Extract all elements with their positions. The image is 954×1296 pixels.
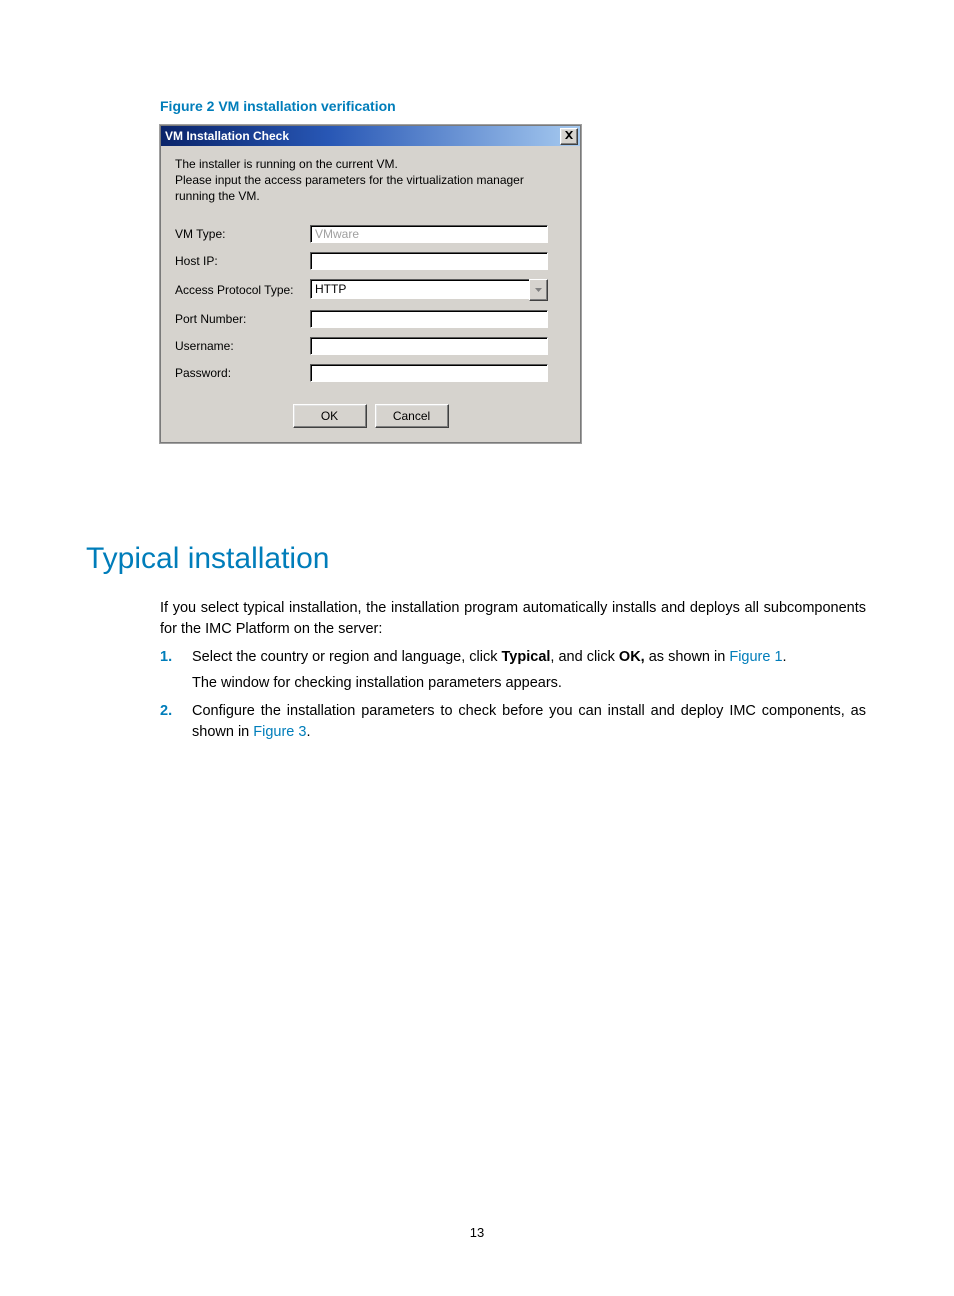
intro-line-1: The installer is running on the current …	[175, 156, 566, 172]
row-username: Username:	[175, 337, 566, 355]
label-host-ip: Host IP:	[175, 254, 310, 268]
dialog-button-row: OK Cancel	[175, 404, 566, 428]
label-password: Password:	[175, 366, 310, 380]
intro-paragraph: If you select typical installation, the …	[160, 598, 866, 640]
text: , and click	[550, 649, 619, 665]
close-button[interactable]	[560, 128, 578, 145]
row-host-ip: Host IP:	[175, 252, 566, 270]
text: .	[783, 649, 787, 665]
label-vm-type: VM Type:	[175, 227, 310, 241]
link-figure-3[interactable]: Figure 3	[253, 724, 306, 740]
text: .	[306, 724, 310, 740]
vm-installation-check-dialog: VM Installation Check The installer is r…	[160, 125, 581, 443]
dialog-titlebar: VM Installation Check	[161, 126, 580, 146]
input-port-number[interactable]	[310, 310, 548, 328]
list-number-2: 2.	[160, 701, 192, 745]
list-item-1: 1. Select the country or region and lang…	[160, 647, 866, 695]
row-vm-type: VM Type: VMware	[175, 225, 566, 243]
intro-line-2: Please input the access parameters for t…	[175, 172, 566, 204]
row-password: Password:	[175, 364, 566, 382]
dialog-title: VM Installation Check	[165, 129, 289, 143]
figure-caption: Figure 2 VM installation verification	[160, 98, 396, 114]
input-host-ip[interactable]	[310, 252, 548, 270]
chevron-down-icon	[535, 288, 542, 292]
label-username: Username:	[175, 339, 310, 353]
link-figure-1[interactable]: Figure 1	[729, 649, 782, 665]
list-body-2: Configure the installation parameters to…	[192, 701, 866, 745]
row-access-protocol: Access Protocol Type: HTTP	[175, 279, 566, 301]
text: Select the country or region and languag…	[192, 649, 502, 665]
dropdown-button[interactable]	[529, 279, 548, 301]
ordered-list: 1. Select the country or region and lang…	[160, 647, 866, 750]
page-number: 13	[0, 1225, 954, 1240]
dialog-body: The installer is running on the current …	[161, 146, 580, 442]
bold-typical: Typical	[502, 649, 551, 665]
row-port-number: Port Number:	[175, 310, 566, 328]
label-access-protocol: Access Protocol Type:	[175, 283, 310, 297]
bold-ok: OK,	[619, 649, 645, 665]
list-item-2: 2. Configure the installation parameters…	[160, 701, 866, 745]
combo-access-protocol[interactable]: HTTP	[310, 279, 548, 301]
section-heading: Typical installation	[86, 542, 329, 576]
text: as shown in	[645, 649, 730, 665]
label-port-number: Port Number:	[175, 312, 310, 326]
dialog-intro: The installer is running on the current …	[175, 156, 566, 205]
cancel-button[interactable]: Cancel	[375, 404, 449, 428]
ok-button[interactable]: OK	[293, 404, 367, 428]
combo-value-access-protocol: HTTP	[310, 279, 529, 299]
input-username[interactable]	[310, 337, 548, 355]
input-password[interactable]	[310, 364, 548, 382]
close-icon	[565, 131, 573, 142]
input-vm-type: VMware	[310, 225, 548, 243]
list-body-1: Select the country or region and languag…	[192, 647, 866, 695]
list-item-1-sub: The window for checking installation par…	[192, 673, 866, 695]
list-number-1: 1.	[160, 647, 192, 695]
